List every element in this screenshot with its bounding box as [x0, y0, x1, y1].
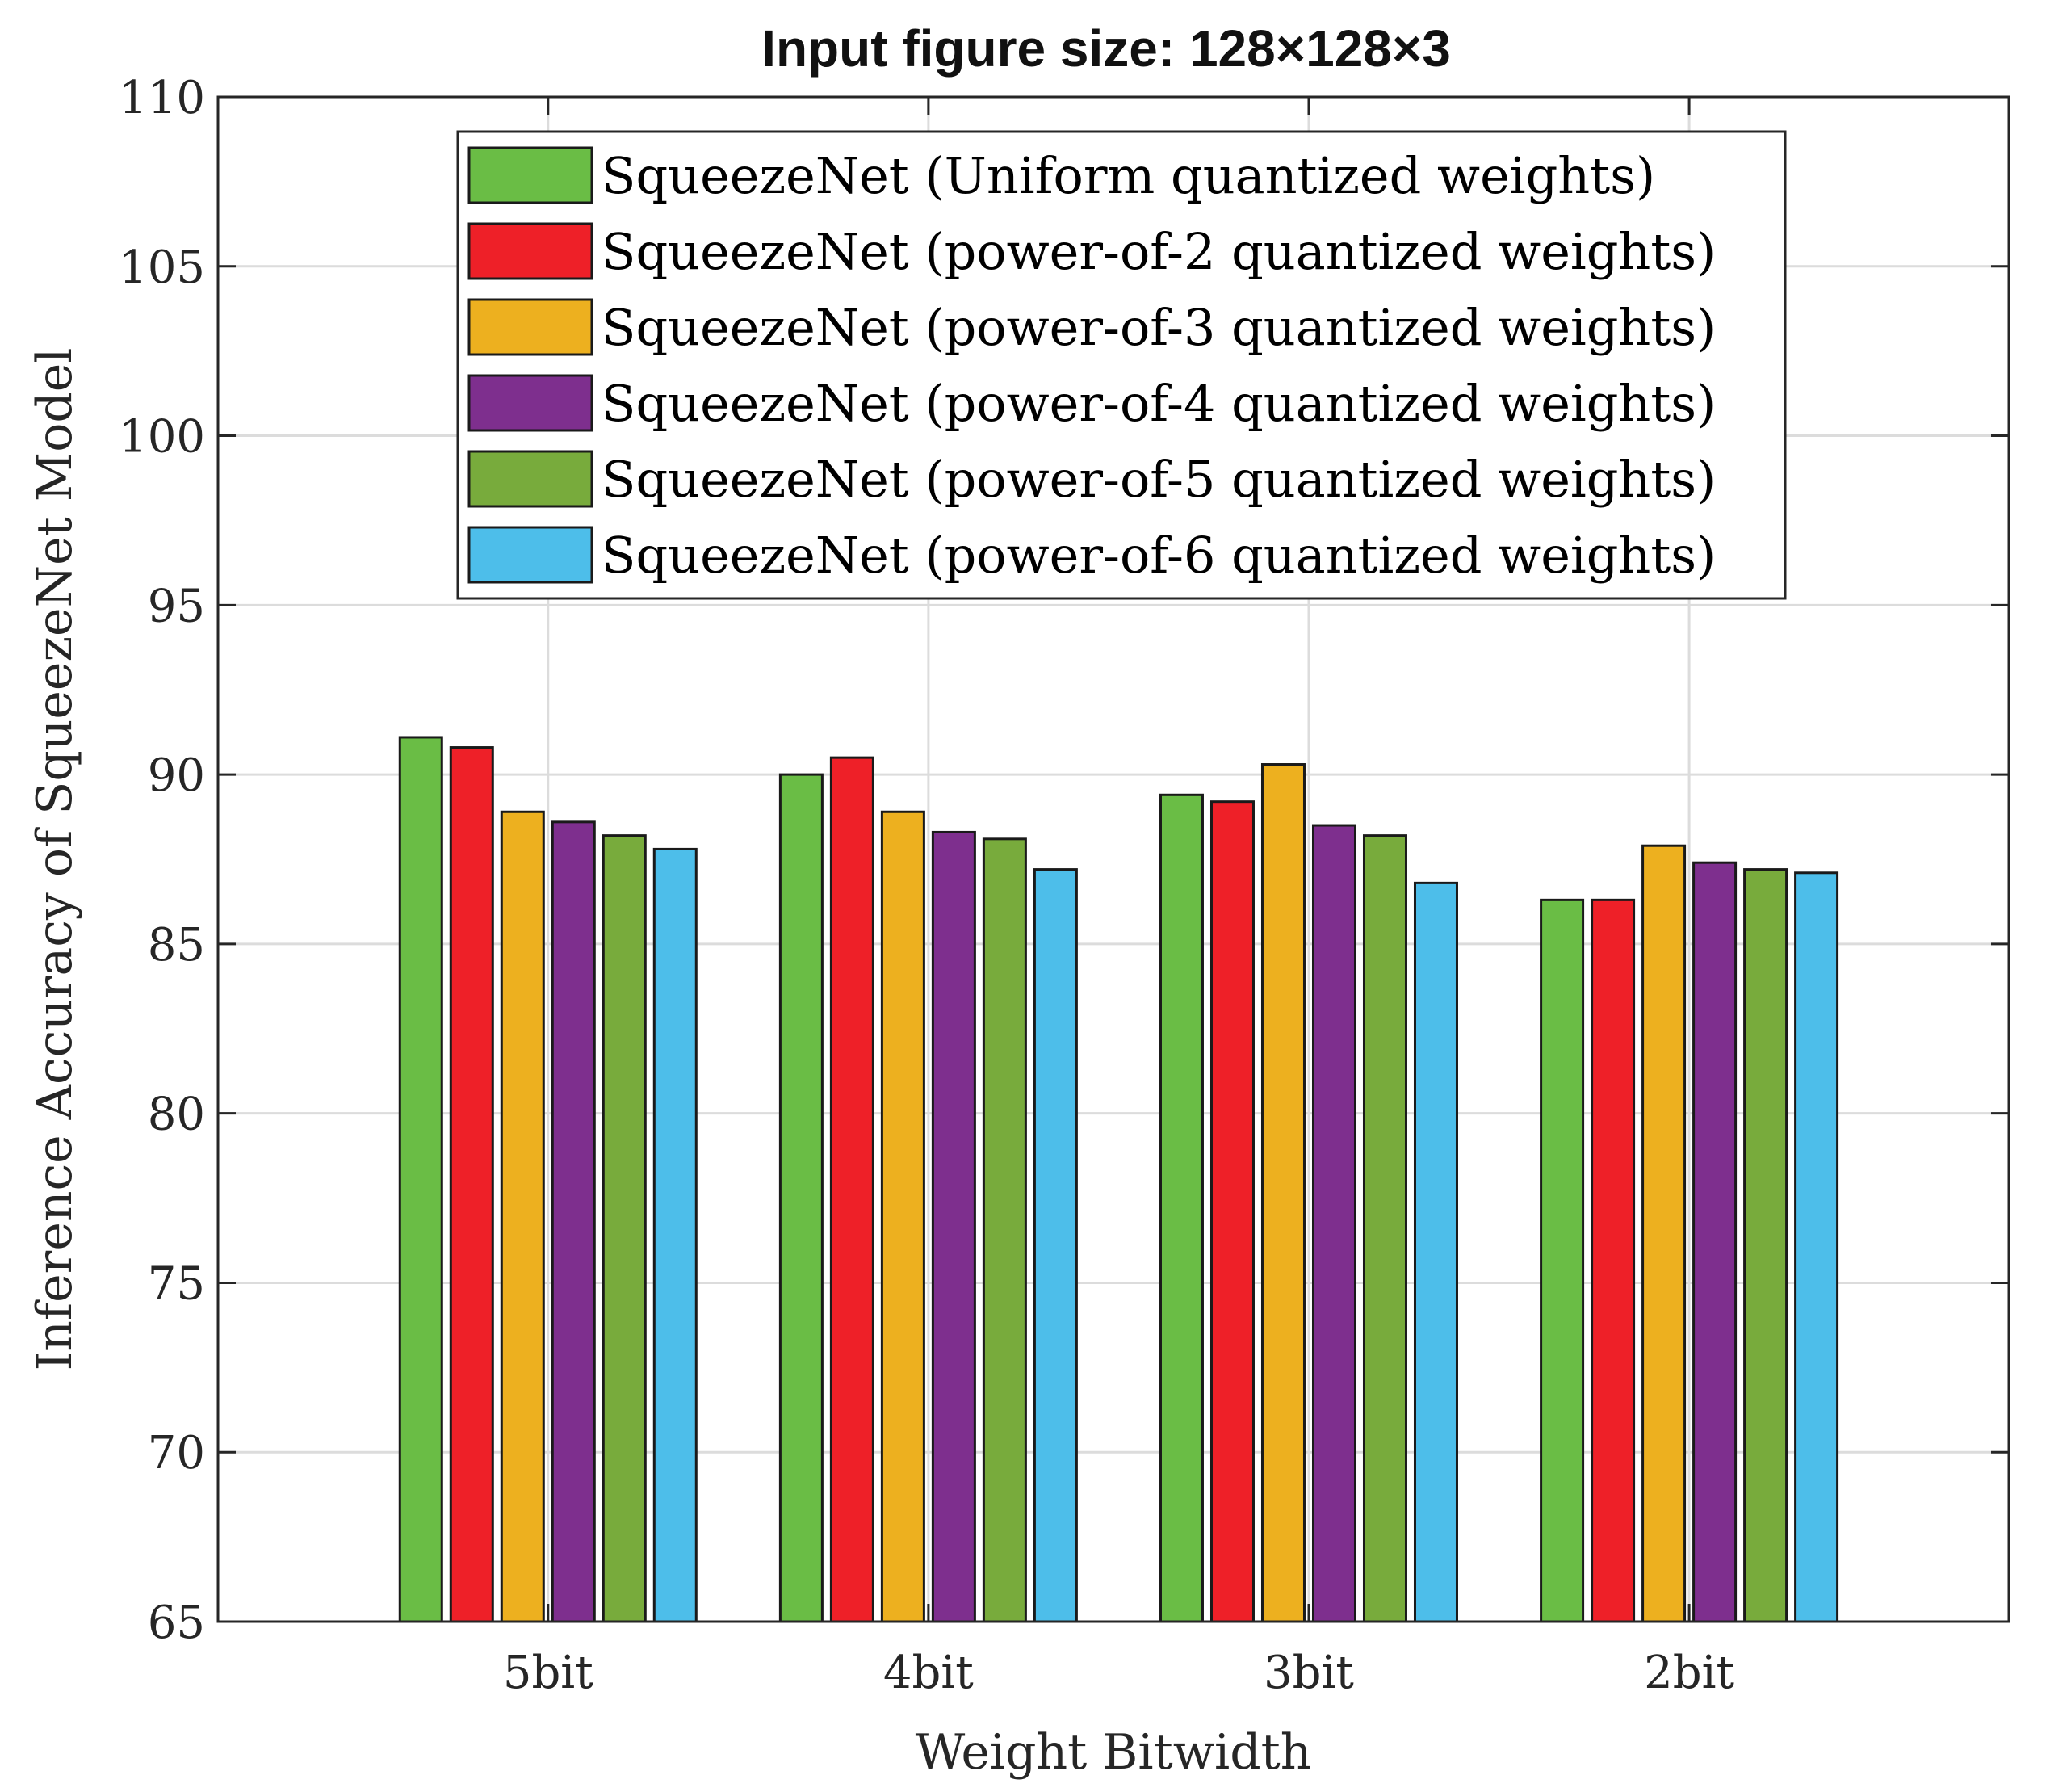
bar-3bit-series-3 — [1260, 763, 1306, 1623]
y-tick-label: 85 — [148, 919, 205, 972]
bar-5bit-series-5 — [602, 834, 647, 1623]
legend-box — [456, 130, 1787, 600]
y-tick-label: 95 — [148, 580, 205, 632]
legend-entry-label: SqueezeNet (power-of-5 quantized weights… — [602, 450, 1716, 509]
legend: SqueezeNet (Uniform quantized weights) Sq… — [456, 130, 1787, 600]
bar-2bit-series-2 — [1591, 898, 1636, 1623]
legend-swatch — [467, 222, 593, 280]
y-tick-label: 110 — [119, 72, 205, 124]
y-tick-label: 70 — [148, 1427, 205, 1479]
y-tick-label: 75 — [148, 1257, 205, 1310]
x-tick-label: 3bit — [1264, 1647, 1354, 1699]
bar-5bit-series-2 — [449, 746, 494, 1623]
x-tick-label: 2bit — [1644, 1647, 1734, 1699]
legend-swatch — [467, 450, 593, 508]
axis-ticks: 65 70 75 80 85 90 95 100 105 110 5bit 4bit 3bit 2bit — [119, 72, 2009, 1699]
bars — [398, 736, 1839, 1623]
bar-3bit-series-6 — [1413, 881, 1458, 1623]
legend-entry-label: SqueezeNet (Uniform quantized weights) — [602, 146, 1655, 205]
bar-5bit-series-4 — [551, 820, 596, 1623]
x-tick-label: 5bit — [503, 1647, 593, 1699]
legend-entry-label: SqueezeNet (power-of-2 quantized weights… — [602, 222, 1716, 281]
x-tick-label: 4bit — [883, 1647, 974, 1699]
bar-3bit-series-1 — [1159, 793, 1204, 1623]
legend-entry-label: SqueezeNet (power-of-6 quantized weights… — [602, 526, 1716, 585]
legend-swatch — [467, 374, 593, 432]
legend-entry-label: SqueezeNet (power-of-4 quantized weights… — [602, 374, 1716, 433]
legend-swatch — [467, 298, 593, 356]
y-tick-label: 105 — [119, 241, 205, 294]
bar-2bit-series-5 — [1743, 868, 1788, 1623]
bar-3bit-series-2 — [1209, 800, 1255, 1623]
bar-4bit-series-6 — [1033, 868, 1078, 1623]
bar-4bit-series-5 — [982, 837, 1027, 1623]
bar-2bit-series-4 — [1692, 861, 1738, 1623]
bar-5bit-series-3 — [500, 810, 545, 1623]
y-tick-label: 65 — [148, 1597, 205, 1649]
bar-2bit-series-6 — [1794, 871, 1839, 1623]
bar-3bit-series-5 — [1362, 834, 1407, 1623]
chart-title: Input figure size: 128×128×3 — [761, 19, 1451, 78]
bar-5bit-series-6 — [652, 847, 698, 1623]
legend-entry-label: SqueezeNet (power-of-3 quantized weights… — [602, 298, 1716, 357]
legend-swatch — [467, 526, 593, 584]
y-tick-label: 90 — [148, 749, 205, 802]
bar-3bit-series-4 — [1311, 824, 1356, 1623]
bar-4bit-series-2 — [829, 756, 874, 1623]
legend-swatch — [467, 146, 593, 204]
y-tick-label: 80 — [148, 1089, 205, 1141]
bar-4bit-series-3 — [880, 810, 925, 1623]
y-tick-label: 100 — [119, 411, 205, 464]
y-axis-label: Inference Accuracy of SqueezeNet Model — [27, 348, 83, 1371]
x-axis-label: Weight Bitwidth — [916, 1724, 1312, 1781]
bar-4bit-series-4 — [931, 830, 976, 1623]
bar-5bit-series-1 — [398, 736, 443, 1623]
plot-area-frame — [216, 95, 2010, 1623]
bar-2bit-series-1 — [1540, 898, 1585, 1623]
bar-4bit-series-1 — [778, 773, 824, 1623]
bar-2bit-series-3 — [1641, 844, 1687, 1623]
